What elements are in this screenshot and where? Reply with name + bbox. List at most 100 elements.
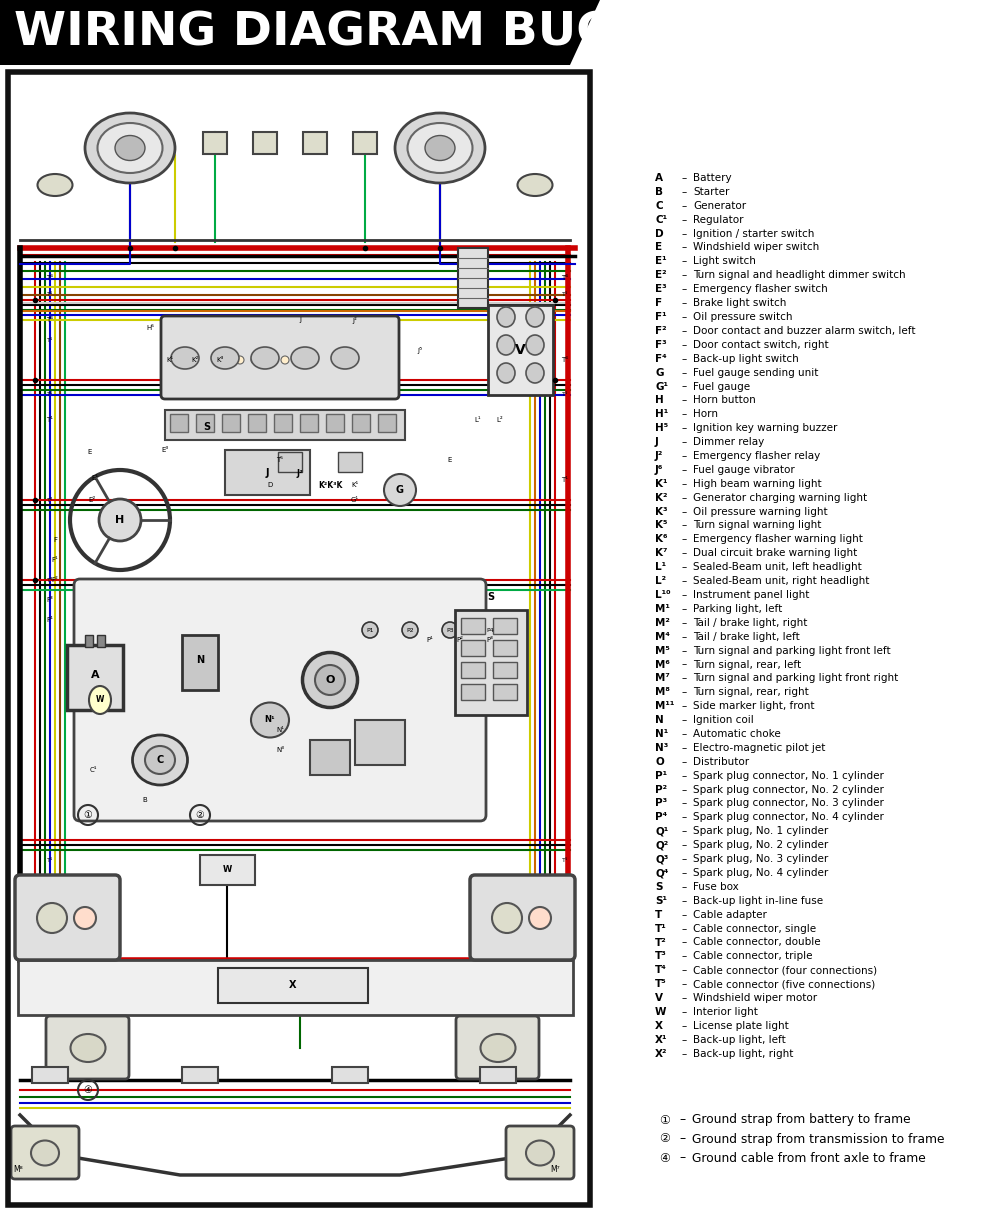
Bar bbox=[67, 645, 123, 710]
Text: J: J bbox=[655, 437, 659, 447]
Text: T¹: T¹ bbox=[562, 392, 568, 397]
Text: –: – bbox=[681, 688, 686, 698]
Text: X: X bbox=[289, 980, 297, 991]
Text: K⁷: K⁷ bbox=[655, 549, 667, 558]
Text: Battery: Battery bbox=[693, 173, 732, 183]
Text: Generator: Generator bbox=[693, 201, 746, 211]
Text: Parking light, left: Parking light, left bbox=[693, 604, 782, 614]
Text: Back-up light, right: Back-up light, right bbox=[693, 1049, 794, 1058]
Ellipse shape bbox=[402, 622, 418, 638]
Text: –: – bbox=[681, 826, 686, 837]
Text: Emergency flasher warning light: Emergency flasher warning light bbox=[693, 534, 863, 545]
Text: Electro-magnetic pilot jet: Electro-magnetic pilot jet bbox=[693, 742, 826, 753]
Bar bbox=[338, 452, 362, 472]
Text: License plate light: License plate light bbox=[693, 1021, 789, 1031]
Text: –: – bbox=[681, 1008, 686, 1017]
Bar bbox=[326, 414, 344, 432]
Text: E: E bbox=[655, 242, 662, 253]
Bar bbox=[196, 414, 214, 432]
Text: L¹: L¹ bbox=[475, 417, 481, 423]
Ellipse shape bbox=[211, 348, 239, 369]
Ellipse shape bbox=[315, 665, 345, 695]
Text: –: – bbox=[681, 257, 686, 266]
Text: Dimmer relay: Dimmer relay bbox=[693, 437, 764, 447]
Text: Turn signal, rear, left: Turn signal, rear, left bbox=[693, 660, 801, 670]
Ellipse shape bbox=[529, 907, 551, 929]
Text: Ignition / starter switch: Ignition / starter switch bbox=[693, 229, 815, 239]
Text: J: J bbox=[265, 467, 269, 478]
Text: Cable connector (four connections): Cable connector (four connections) bbox=[693, 965, 877, 975]
Text: –: – bbox=[681, 396, 686, 406]
Text: P³: P³ bbox=[487, 637, 493, 643]
Text: –: – bbox=[681, 604, 686, 614]
Text: Ground cable from front axle to frame: Ground cable from front axle to frame bbox=[692, 1152, 925, 1165]
Text: Emergency flasher relay: Emergency flasher relay bbox=[693, 450, 821, 461]
Text: –: – bbox=[681, 493, 686, 503]
Text: –: – bbox=[681, 381, 686, 391]
Text: Windshield wiper switch: Windshield wiper switch bbox=[693, 242, 820, 253]
Bar bbox=[203, 132, 227, 154]
Text: F: F bbox=[655, 298, 662, 308]
Ellipse shape bbox=[281, 356, 289, 365]
Text: N¹: N¹ bbox=[265, 716, 275, 724]
Text: N: N bbox=[655, 716, 663, 725]
FancyBboxPatch shape bbox=[11, 1126, 79, 1180]
Ellipse shape bbox=[85, 113, 175, 183]
Text: F¹: F¹ bbox=[52, 557, 59, 563]
Ellipse shape bbox=[331, 348, 359, 369]
Text: Fuel gauge: Fuel gauge bbox=[693, 381, 750, 391]
Text: –: – bbox=[681, 993, 686, 1003]
Text: Cable connector (five connections): Cable connector (five connections) bbox=[693, 980, 875, 989]
Text: –: – bbox=[681, 965, 686, 975]
Text: Fuel gauge vibrator: Fuel gauge vibrator bbox=[693, 465, 795, 475]
Text: –: – bbox=[681, 186, 686, 197]
Text: N³: N³ bbox=[655, 742, 668, 753]
Text: –: – bbox=[681, 450, 686, 461]
Text: Turn signal and headlight dimmer switch: Turn signal and headlight dimmer switch bbox=[693, 270, 905, 280]
Text: P³: P³ bbox=[655, 798, 667, 809]
Text: –: – bbox=[681, 980, 686, 989]
Text: J²: J² bbox=[655, 450, 663, 461]
Text: Fuse box: Fuse box bbox=[693, 882, 739, 891]
Ellipse shape bbox=[384, 474, 416, 506]
Text: K²: K² bbox=[191, 357, 198, 363]
Ellipse shape bbox=[497, 363, 515, 383]
Text: –: – bbox=[681, 896, 686, 906]
Text: O: O bbox=[326, 675, 335, 685]
Bar bbox=[352, 414, 370, 432]
Text: T⁴: T⁴ bbox=[47, 317, 54, 323]
Text: L¹: L¹ bbox=[655, 562, 666, 573]
Ellipse shape bbox=[442, 622, 458, 638]
Text: –: – bbox=[681, 813, 686, 822]
Text: P⁴: P⁴ bbox=[655, 813, 667, 822]
Bar bbox=[182, 635, 218, 690]
Text: H: H bbox=[655, 396, 663, 406]
Text: P1: P1 bbox=[367, 627, 374, 632]
Text: F⁴: F⁴ bbox=[655, 354, 666, 363]
Text: E: E bbox=[88, 449, 93, 455]
Text: K⁶: K⁶ bbox=[655, 534, 667, 545]
Text: P¹: P¹ bbox=[655, 770, 667, 781]
Text: –: – bbox=[679, 1132, 685, 1146]
Text: H¹: H¹ bbox=[655, 409, 668, 419]
Text: Turn signal and parking light front right: Turn signal and parking light front righ… bbox=[693, 673, 898, 683]
Text: Spark plug, No. 4 cylinder: Spark plug, No. 4 cylinder bbox=[693, 868, 829, 878]
Text: –: – bbox=[681, 701, 686, 711]
Text: T⁴: T⁴ bbox=[562, 357, 569, 363]
Bar bbox=[200, 855, 255, 885]
Text: N¹: N¹ bbox=[655, 729, 668, 739]
Text: –: – bbox=[681, 368, 686, 378]
FancyBboxPatch shape bbox=[46, 1016, 129, 1079]
Bar bbox=[310, 740, 350, 775]
Text: F²: F² bbox=[52, 576, 59, 582]
Text: E¹: E¹ bbox=[92, 475, 99, 481]
Text: Light switch: Light switch bbox=[693, 257, 756, 266]
Text: Door contact switch, right: Door contact switch, right bbox=[693, 340, 829, 350]
Text: Q¹: Q¹ bbox=[655, 826, 668, 837]
Text: C: C bbox=[655, 201, 662, 211]
Ellipse shape bbox=[71, 1034, 106, 1062]
Text: T⁵: T⁵ bbox=[655, 980, 666, 989]
Text: –: – bbox=[681, 340, 686, 350]
Text: K³: K³ bbox=[216, 357, 224, 363]
Text: –: – bbox=[681, 952, 686, 962]
